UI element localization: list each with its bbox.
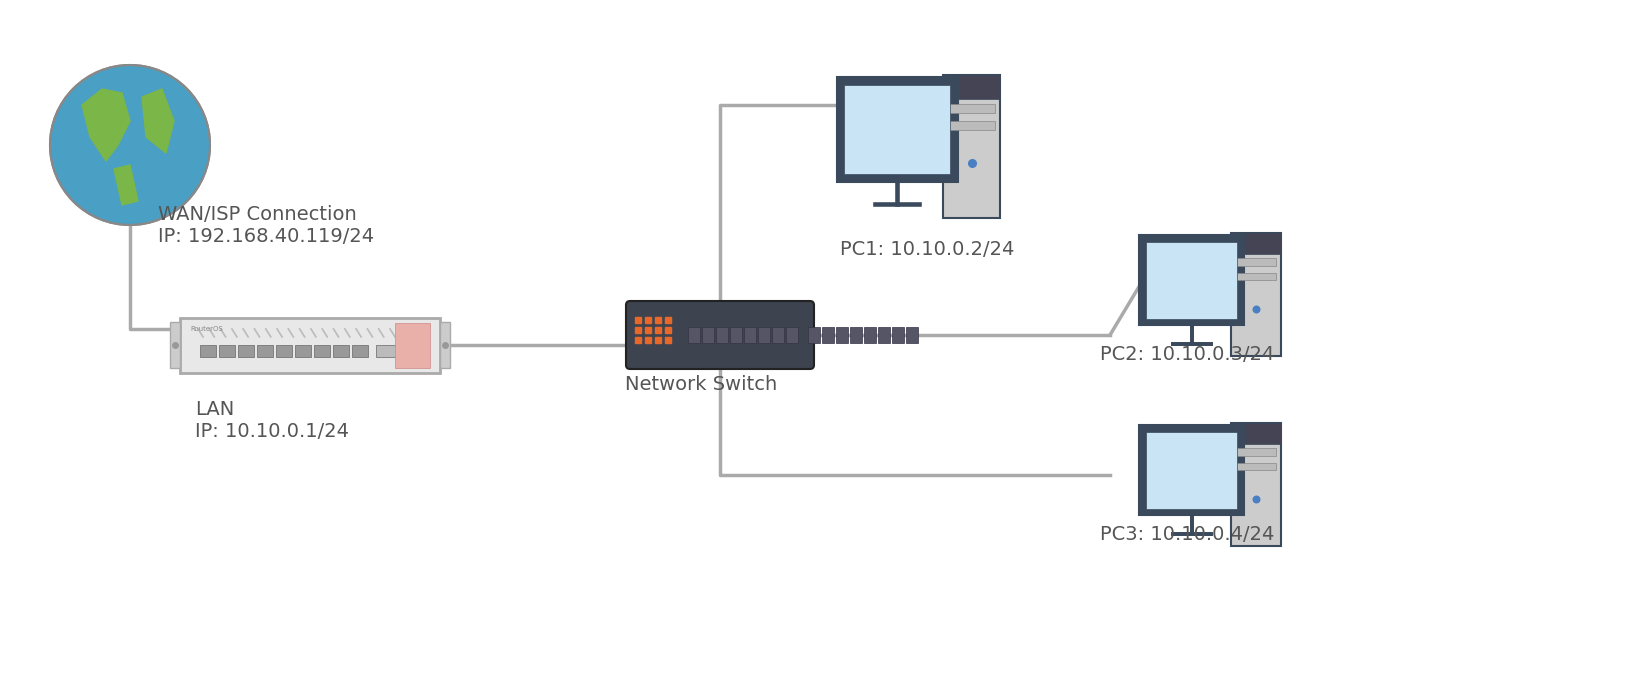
FancyBboxPatch shape [1139, 425, 1244, 516]
Polygon shape [114, 165, 139, 205]
Text: PC3: 10.10.0.4/24: PC3: 10.10.0.4/24 [1100, 525, 1275, 544]
FancyBboxPatch shape [1232, 423, 1281, 546]
FancyBboxPatch shape [808, 327, 819, 343]
FancyBboxPatch shape [1232, 233, 1281, 254]
FancyBboxPatch shape [276, 344, 292, 356]
FancyBboxPatch shape [850, 327, 862, 343]
FancyBboxPatch shape [1235, 259, 1276, 266]
FancyBboxPatch shape [295, 344, 312, 356]
FancyBboxPatch shape [787, 327, 798, 343]
FancyBboxPatch shape [441, 321, 450, 369]
FancyBboxPatch shape [744, 327, 756, 343]
FancyBboxPatch shape [893, 327, 904, 343]
FancyBboxPatch shape [878, 327, 889, 343]
FancyBboxPatch shape [180, 317, 441, 373]
FancyBboxPatch shape [689, 327, 700, 343]
FancyBboxPatch shape [702, 327, 715, 343]
FancyBboxPatch shape [757, 327, 770, 343]
FancyBboxPatch shape [730, 327, 743, 343]
Text: WAN/ISP Connection
IP: 192.168.40.119/24: WAN/ISP Connection IP: 192.168.40.119/24 [158, 205, 374, 246]
FancyBboxPatch shape [1146, 432, 1237, 509]
Polygon shape [82, 89, 131, 161]
Text: PC1: 10.10.0.2/24: PC1: 10.10.0.2/24 [840, 240, 1015, 259]
FancyBboxPatch shape [256, 344, 273, 356]
FancyBboxPatch shape [395, 323, 429, 368]
FancyBboxPatch shape [313, 344, 330, 356]
FancyBboxPatch shape [1146, 242, 1237, 319]
Text: PC2: 10.10.0.3/24: PC2: 10.10.0.3/24 [1100, 345, 1275, 364]
FancyBboxPatch shape [627, 301, 814, 369]
FancyBboxPatch shape [1235, 462, 1276, 470]
FancyBboxPatch shape [772, 327, 783, 343]
FancyBboxPatch shape [836, 327, 849, 343]
Text: Network Switch: Network Switch [625, 375, 777, 394]
FancyBboxPatch shape [375, 344, 406, 356]
FancyBboxPatch shape [1232, 233, 1281, 356]
FancyBboxPatch shape [1235, 448, 1276, 456]
FancyBboxPatch shape [170, 321, 180, 369]
FancyBboxPatch shape [238, 344, 255, 356]
FancyBboxPatch shape [906, 327, 917, 343]
FancyBboxPatch shape [837, 77, 958, 182]
Polygon shape [142, 89, 175, 153]
FancyBboxPatch shape [943, 74, 1000, 217]
FancyBboxPatch shape [863, 327, 876, 343]
FancyBboxPatch shape [823, 327, 834, 343]
FancyBboxPatch shape [844, 85, 950, 174]
FancyBboxPatch shape [333, 344, 349, 356]
FancyBboxPatch shape [201, 344, 215, 356]
FancyBboxPatch shape [1139, 235, 1244, 325]
Text: RouterOS: RouterOS [189, 326, 222, 331]
FancyBboxPatch shape [943, 74, 1000, 99]
Circle shape [51, 65, 211, 225]
Text: LAN
IP: 10.10.0.1/24: LAN IP: 10.10.0.1/24 [194, 400, 349, 441]
FancyBboxPatch shape [948, 104, 996, 113]
FancyBboxPatch shape [353, 344, 367, 356]
FancyBboxPatch shape [716, 327, 728, 343]
FancyBboxPatch shape [1235, 273, 1276, 280]
FancyBboxPatch shape [1232, 423, 1281, 443]
FancyBboxPatch shape [219, 344, 235, 356]
FancyBboxPatch shape [948, 121, 996, 130]
